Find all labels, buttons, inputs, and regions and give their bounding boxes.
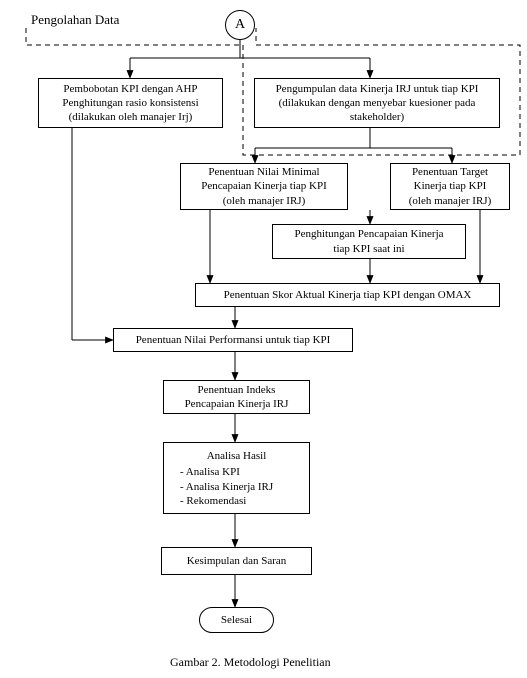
text-line: (oleh manajer IRJ): [409, 194, 491, 208]
node-pembobotan: Pembobotan KPI dengan AHP Penghitungan r…: [38, 78, 223, 128]
figure-caption: Gambar 2. Metodologi Penelitian: [170, 655, 331, 670]
analisa-item: - Analisa Kinerja IRJ: [180, 480, 303, 494]
text-line: Penghitungan Pencapaian Kinerja: [294, 227, 443, 241]
text-line: Kinerja tiap KPI: [414, 179, 487, 193]
text-line: Pengumpulan data Kinerja IRJ untuk tiap …: [276, 82, 479, 96]
text-line: Penentuan Nilai Minimal: [208, 165, 319, 179]
analisa-item: - Rekomendasi: [180, 494, 303, 508]
text-line: (oleh manajer IRJ): [223, 194, 305, 208]
node-indeks: Penentuan Indeks Pencapaian Kinerja IRJ: [163, 380, 310, 414]
node-target: Penentuan Target Kinerja tiap KPI (oleh …: [390, 163, 510, 210]
node-kesimpulan: Kesimpulan dan Saran: [161, 547, 312, 575]
node-penghitungan-pencapaian: Penghitungan Pencapaian Kinerja tiap KPI…: [272, 224, 466, 259]
text-line: tiap KPI saat ini: [333, 242, 404, 256]
text-line: Pencapaian Kinerja IRJ: [185, 397, 289, 411]
analisa-item: - Analisa KPI: [180, 465, 303, 479]
node-nilai-minimal: Penentuan Nilai Minimal Pencapaian Kiner…: [180, 163, 348, 210]
text-line: Penghitungan rasio konsistensi: [62, 96, 198, 110]
text-line: Penentuan Nilai Performansi untuk tiap K…: [136, 333, 331, 347]
terminator-selesai: Selesai: [199, 607, 274, 633]
text-line: Pencapaian Kinerja tiap KPI: [201, 179, 327, 193]
analisa-title: Analisa Hasil: [207, 449, 267, 463]
node-pengumpulan: Pengumpulan data Kinerja IRJ untuk tiap …: [254, 78, 500, 128]
text-line: (dilakukan oleh manajer Irj): [69, 110, 193, 124]
text-line: stakeholder): [350, 110, 404, 124]
text-line: (dilakukan dengan menyebar kuesioner pad…: [279, 96, 476, 110]
node-analisa: Analisa Hasil - Analisa KPI - Analisa Ki…: [163, 442, 310, 514]
text-line: Pembobotan KPI dengan AHP: [63, 82, 197, 96]
node-nilai-performansi: Penentuan Nilai Performansi untuk tiap K…: [113, 328, 353, 352]
text-line: Kesimpulan dan Saran: [187, 554, 287, 568]
node-skor-aktual: Penentuan Skor Aktual Kinerja tiap KPI d…: [195, 283, 500, 307]
section-title: Pengolahan Data: [31, 12, 119, 28]
text-line: Penentuan Skor Aktual Kinerja tiap KPI d…: [224, 288, 472, 302]
text-line: Penentuan Indeks: [198, 383, 276, 397]
text-line: Penentuan Target: [412, 165, 488, 179]
connector-a: A: [225, 10, 255, 40]
